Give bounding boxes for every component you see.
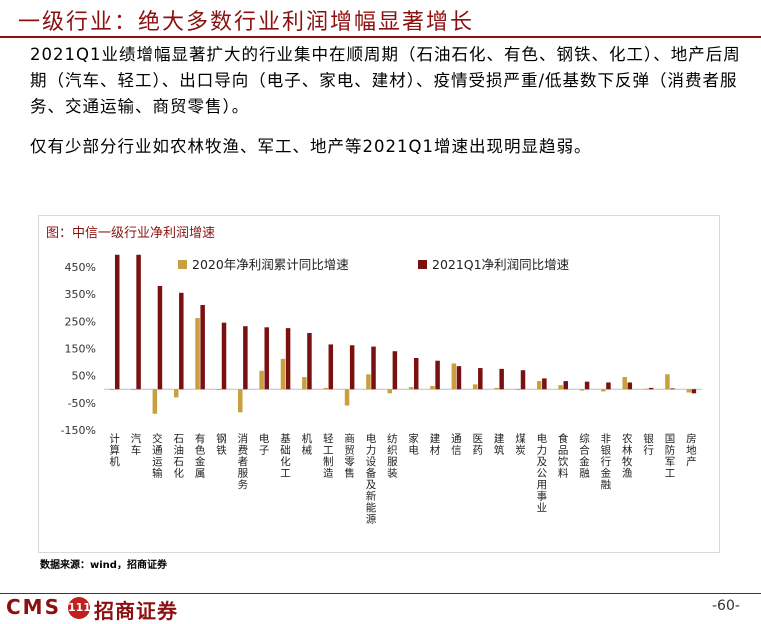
page-number: -60- bbox=[712, 598, 740, 614]
page-title: 一级行业：绝大多数行业利润增幅显著增长 bbox=[18, 10, 475, 35]
brand-logo-chinese: 招商证券 bbox=[94, 599, 178, 623]
brand-logo-latin: CMS bbox=[6, 595, 61, 619]
title-divider bbox=[0, 36, 761, 38]
footer-divider bbox=[0, 593, 761, 594]
chart-panel bbox=[38, 215, 720, 553]
chart-caption: 图：中信一级行业净利润增速 bbox=[46, 226, 216, 241]
brand-logo-icon: 111 bbox=[68, 597, 91, 619]
summary-paragraph-1: 2021Q1业绩增幅显著扩大的行业集中在顺周期（石油石化、有色、钢铁、化工）、地… bbox=[30, 45, 741, 116]
data-source-note: 数据来源：wind，招商证券 bbox=[40, 560, 167, 571]
summary-paragraph-2: 仅有少部分行业如农林牧渔、军工、地产等2021Q1增速出现明显趋弱。 bbox=[30, 137, 592, 156]
